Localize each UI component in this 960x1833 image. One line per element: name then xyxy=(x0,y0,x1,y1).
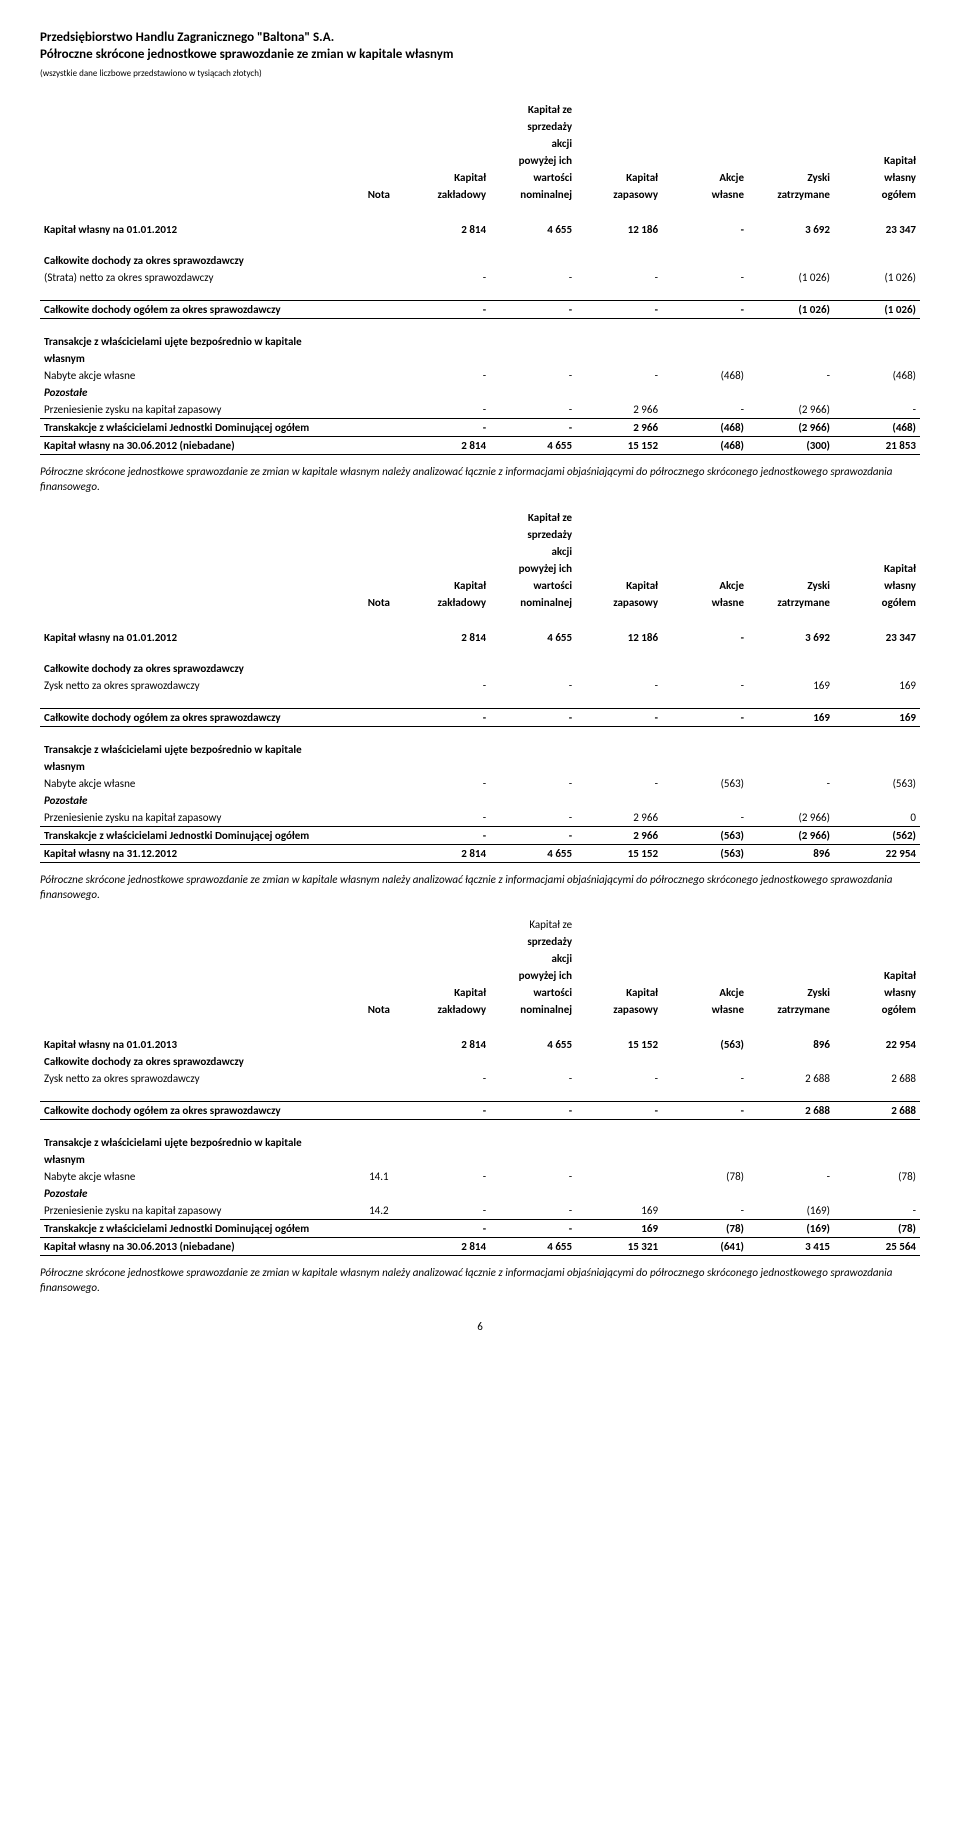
equity-table-3: Kapitał ze sprzedaży akcji powyżej ichKa… xyxy=(40,916,920,1256)
row-label: Kapitał własny na 01.01.2012 xyxy=(40,221,354,238)
page-number: 6 xyxy=(40,1320,920,1333)
analysis-note-3: Półroczne skrócone jednostkowe sprawozda… xyxy=(40,1266,920,1296)
company-name: Przedsiębiorstwo Handlu Zagranicznego "B… xyxy=(40,30,920,45)
analysis-note-2: Półroczne skrócone jednostkowe sprawozda… xyxy=(40,873,920,903)
equity-table-1: Kapitał ze sprzedaży akcji powyżej ichKa… xyxy=(40,101,920,455)
analysis-note-1: Półroczne skrócone jednostkowe sprawozda… xyxy=(40,465,920,495)
report-title: Półroczne skrócone jednostkowe sprawozda… xyxy=(40,47,920,62)
equity-table-2: Kapitał ze sprzedaży akcji powyżej ichKa… xyxy=(40,509,920,863)
units-note: (wszystkie dane liczbowe przedstawiono w… xyxy=(40,68,920,79)
